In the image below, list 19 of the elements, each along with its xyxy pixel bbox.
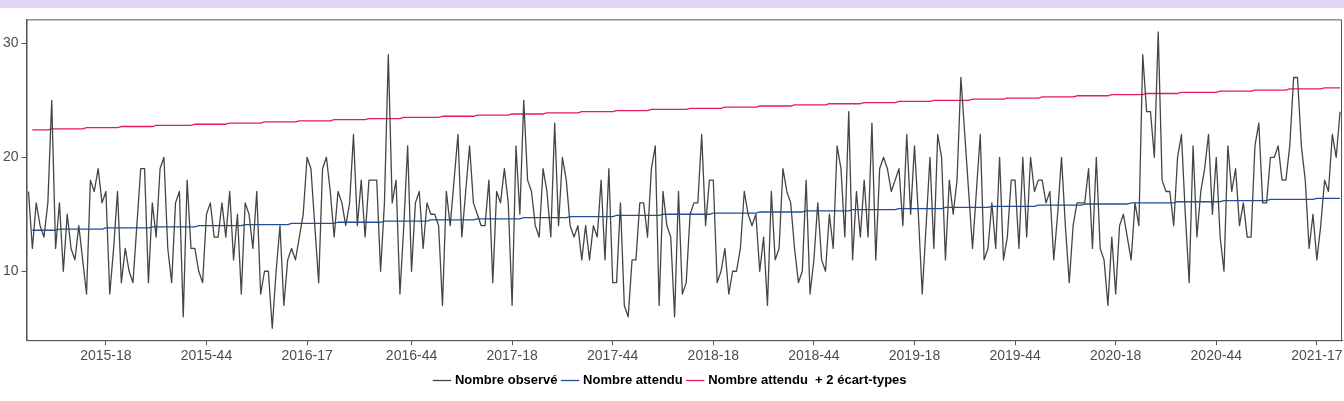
x-tick-label: 2019-44 [989,347,1041,364]
x-tick-label: 2015-18 [80,347,132,364]
y-tick-label: 30 [2,34,19,51]
y-tick-label: 20 [2,148,19,165]
x-tick-label: 2015-44 [180,347,233,364]
x-tick-label: 2019-18 [888,347,941,364]
y-tick-label: 10 [2,262,19,279]
x-tick-label: 2021-17 [1291,347,1343,364]
x-tick-label: 2016-17 [281,347,333,364]
x-tick-label: 2018-18 [687,347,740,364]
x-tick-label: 2016-44 [385,347,438,364]
legend-label: Nombre attendu + 2 écart-types [708,372,907,388]
legend-label: Nombre attendu [583,372,683,388]
x-tick-label: 2020-18 [1089,347,1142,364]
x-tick-label: 2018-44 [788,347,840,364]
x-tick-label: 2017-44 [587,347,639,364]
x-tick-label: 2017-18 [486,347,539,364]
legend-label: Nombre observé [454,372,558,388]
x-tick-label: 2020-44 [1190,347,1243,364]
